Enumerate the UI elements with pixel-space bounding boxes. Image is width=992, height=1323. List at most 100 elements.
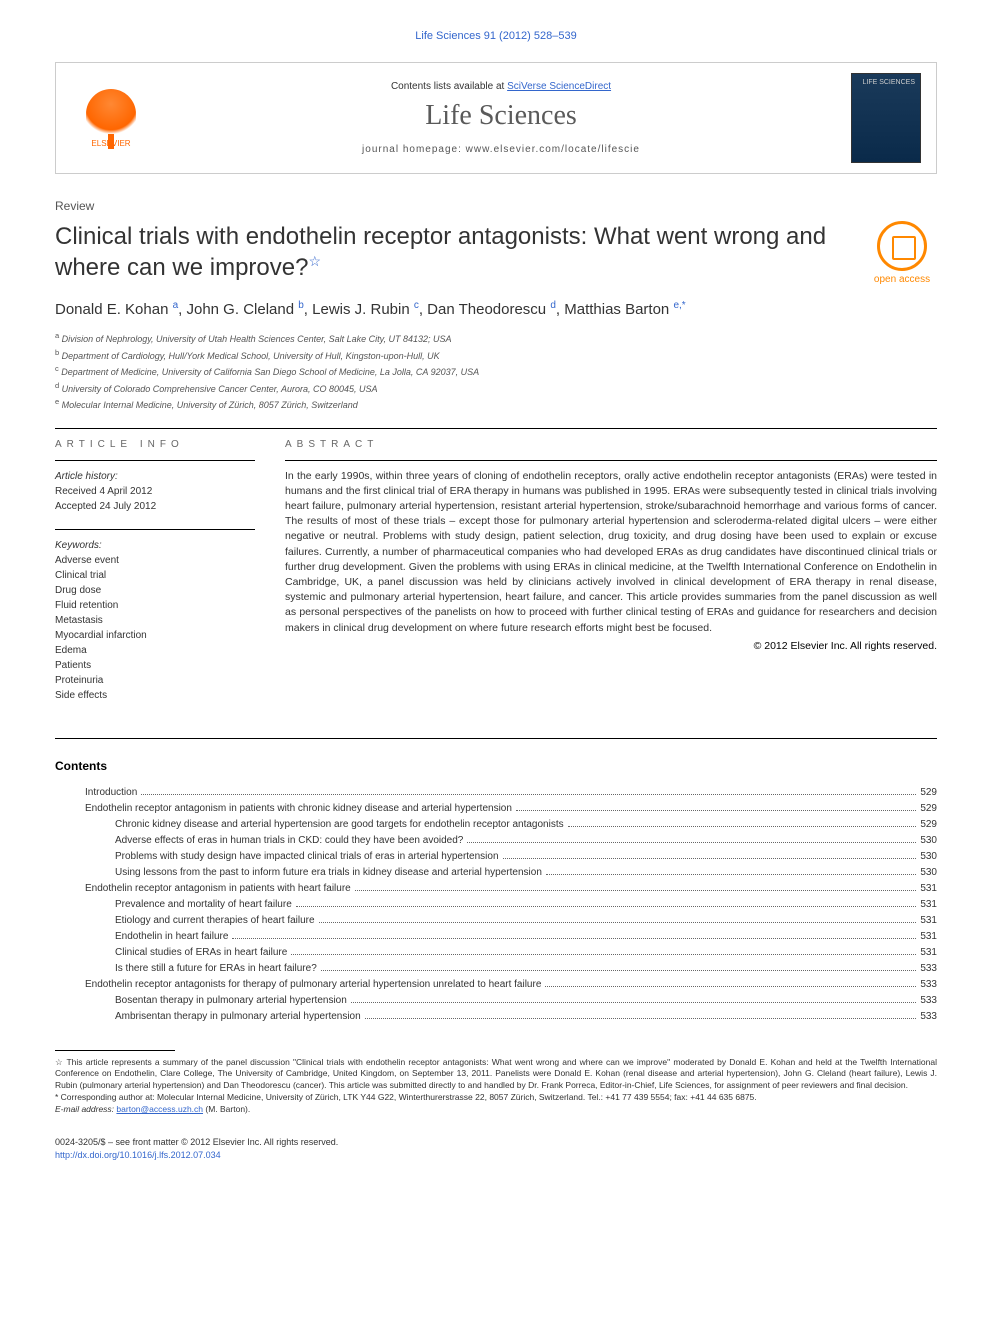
- toc-dots: [365, 1018, 917, 1019]
- toc-row: Using lessons from the past to inform fu…: [55, 865, 937, 881]
- footnote-email: E-mail address: barton@access.uzh.ch (M.…: [55, 1104, 937, 1116]
- toc-row: Clinical studies of ERAs in heart failur…: [55, 945, 937, 961]
- toc-dots: [568, 826, 917, 827]
- title-footnote-marker: ☆: [308, 253, 321, 269]
- toc-row: Etiology and current therapies of heart …: [55, 913, 937, 929]
- toc-dots: [351, 1002, 917, 1003]
- keyword: Drug dose: [55, 583, 255, 598]
- toc-dots: [291, 954, 916, 955]
- contents-list-line: Contents lists available at SciVerse Sci…: [151, 81, 851, 92]
- homepage-url: www.elsevier.com/locate/lifescie: [466, 144, 640, 155]
- keyword: Myocardial infarction: [55, 628, 255, 643]
- accepted-date: Accepted 24 July 2012: [55, 499, 255, 514]
- toc-dots: [503, 858, 917, 859]
- toc-title: Prevalence and mortality of heart failur…: [115, 897, 292, 913]
- footnote-corresponding: * Corresponding author at: Molecular Int…: [55, 1092, 937, 1104]
- toc-title: Adverse effects of eras in human trials …: [115, 833, 463, 849]
- affiliation-line: b Department of Cardiology, Hull/York Me…: [55, 347, 937, 364]
- toc-row: Endothelin receptor antagonism in patien…: [55, 801, 937, 817]
- footnote-star: ☆ This article represents a summary of t…: [55, 1057, 937, 1093]
- toc-page: 533: [920, 1009, 937, 1025]
- open-access-icon: [877, 221, 927, 271]
- toc-dots: [467, 842, 916, 843]
- article-info-column: ARTICLE INFO Article history: Received 4…: [55, 439, 255, 718]
- keyword: Fluid retention: [55, 598, 255, 613]
- toc-dots: [296, 906, 917, 907]
- homepage-line: journal homepage: www.elsevier.com/locat…: [151, 144, 851, 155]
- toc-row: Endothelin receptor antagonism in patien…: [55, 881, 937, 897]
- journal-header-box: ELSEVIER Contents lists available at Sci…: [55, 62, 937, 174]
- toc-dots: [545, 986, 916, 987]
- toc-page: 530: [920, 849, 937, 865]
- authors-list: Donald E. Kohan a, John G. Cleland b, Le…: [55, 300, 937, 318]
- toc-page: 529: [920, 801, 937, 817]
- toc-page: 533: [920, 993, 937, 1009]
- issn-line: 0024-3205/$ – see front matter © 2012 El…: [55, 1136, 937, 1149]
- toc-title: Etiology and current therapies of heart …: [115, 913, 315, 929]
- abstract-column: ABSTRACT In the early 1990s, within thre…: [285, 439, 937, 718]
- toc-row: Problems with study design have impacted…: [55, 849, 937, 865]
- article-title: Clinical trials with endothelin receptor…: [55, 221, 847, 283]
- doi-link[interactable]: http://dx.doi.org/10.1016/j.lfs.2012.07.…: [55, 1150, 221, 1160]
- keyword: Clinical trial: [55, 568, 255, 583]
- history-label: Article history:: [55, 469, 255, 484]
- toc-row: Is there still a future for ERAs in hear…: [55, 961, 937, 977]
- toc-dots: [141, 794, 916, 795]
- abstract-text: In the early 1990s, within three years o…: [285, 460, 937, 636]
- toc-page: 529: [920, 817, 937, 833]
- footnote-separator: [55, 1050, 175, 1051]
- toc-row: Endothelin in heart failure 531: [55, 929, 937, 945]
- toc-page: 531: [920, 881, 937, 897]
- affiliation-line: d University of Colorado Comprehensive C…: [55, 380, 937, 397]
- affiliations-list: a Division of Nephrology, University of …: [55, 330, 937, 413]
- toc-title: Endothelin in heart failure: [115, 929, 228, 945]
- keyword: Patients: [55, 658, 255, 673]
- toc-page: 531: [920, 929, 937, 945]
- toc-title: Endothelin receptor antagonists for ther…: [85, 977, 541, 993]
- keyword: Side effects: [55, 688, 255, 703]
- toc-row: Prevalence and mortality of heart failur…: [55, 897, 937, 913]
- received-date: Received 4 April 2012: [55, 484, 255, 499]
- title-text: Clinical trials with endothelin receptor…: [55, 223, 826, 281]
- keyword: Adverse event: [55, 553, 255, 568]
- contents-prefix: Contents lists available at: [391, 81, 507, 92]
- footnotes: ☆ This article represents a summary of t…: [55, 1057, 937, 1116]
- toc-page: 530: [920, 865, 937, 881]
- bottom-publication-info: 0024-3205/$ – see front matter © 2012 El…: [55, 1136, 937, 1161]
- toc-title: Is there still a future for ERAs in hear…: [115, 961, 317, 977]
- toc-title: Endothelin receptor antagonism in patien…: [85, 881, 351, 897]
- abstract-label: ABSTRACT: [285, 439, 937, 450]
- toc-page: 533: [920, 977, 937, 993]
- copyright-line: © 2012 Elsevier Inc. All rights reserved…: [285, 640, 937, 652]
- toc-dots: [232, 938, 916, 939]
- elsevier-logo: ELSEVIER: [71, 78, 151, 158]
- article-history-block: Article history: Received 4 April 2012 A…: [55, 460, 255, 514]
- divider: [55, 738, 937, 739]
- toc-row: Adverse effects of eras in human trials …: [55, 833, 937, 849]
- toc-page: 531: [920, 913, 937, 929]
- toc-title: Introduction: [85, 785, 137, 801]
- email-link[interactable]: barton@access.uzh.ch: [116, 1104, 203, 1114]
- toc-title: Ambrisentan therapy in pulmonary arteria…: [115, 1009, 361, 1025]
- toc-title: Using lessons from the past to inform fu…: [115, 865, 542, 881]
- toc-row: Endothelin receptor antagonists for ther…: [55, 977, 937, 993]
- keywords-list: Adverse eventClinical trialDrug doseFlui…: [55, 553, 255, 703]
- table-of-contents: Introduction529Endothelin receptor antag…: [55, 785, 937, 1025]
- toc-row: Introduction529: [55, 785, 937, 801]
- toc-title: Clinical studies of ERAs in heart failur…: [115, 945, 287, 961]
- cover-label: LIFE SCIENCES: [862, 79, 915, 86]
- toc-page: 531: [920, 897, 937, 913]
- email-suffix: (M. Barton).: [203, 1104, 250, 1114]
- affiliation-line: c Department of Medicine, University of …: [55, 363, 937, 380]
- affiliation-line: a Division of Nephrology, University of …: [55, 330, 937, 347]
- toc-page: 530: [920, 833, 937, 849]
- header-center: Contents lists available at SciVerse Sci…: [151, 81, 851, 155]
- sciencedirect-link[interactable]: SciVerse ScienceDirect: [507, 81, 611, 92]
- toc-page: 531: [920, 945, 937, 961]
- journal-cover-thumbnail: LIFE SCIENCES: [851, 73, 921, 163]
- contents-heading: Contents: [55, 759, 937, 773]
- toc-title: Problems with study design have impacted…: [115, 849, 499, 865]
- toc-title: Endothelin receptor antagonism in patien…: [85, 801, 512, 817]
- toc-dots: [546, 874, 916, 875]
- toc-page: 533: [920, 961, 937, 977]
